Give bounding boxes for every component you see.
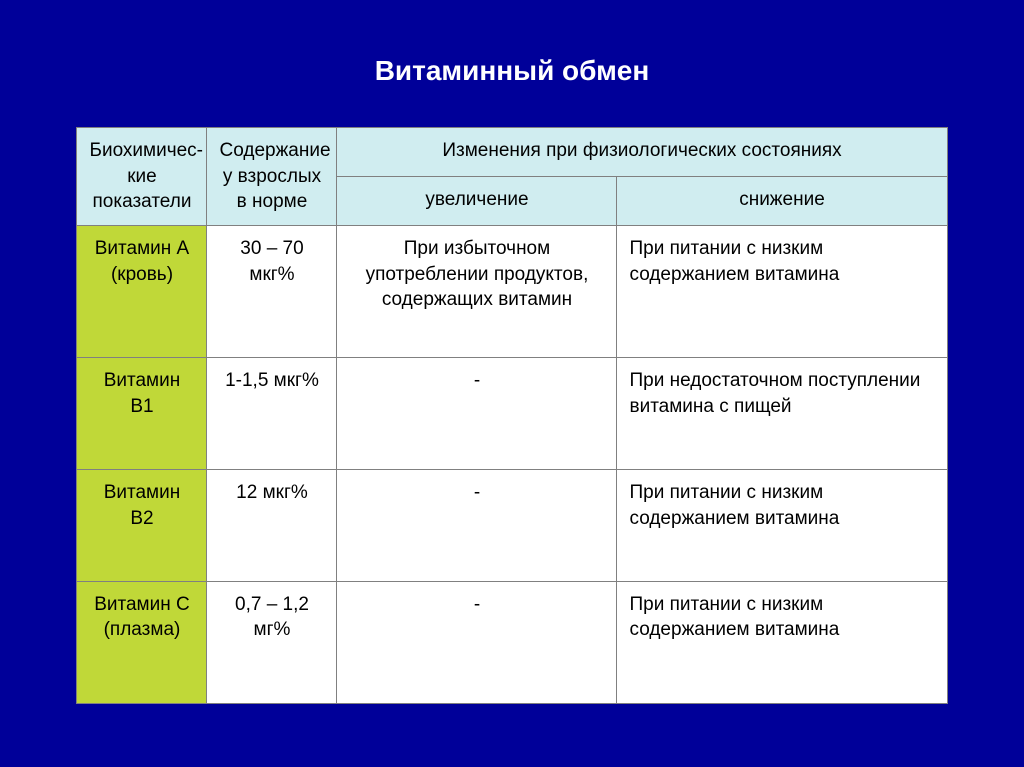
vitamins-table: Биохимичес-кие показатели Содержание у в… xyxy=(76,127,947,700)
table-row: Витамин В11-1,5 мкг%-При недостаточном п… xyxy=(77,357,947,469)
header-changes: Изменения при физиологических состояниях xyxy=(337,128,947,177)
header-norm: Содержание у взрослыхв норме xyxy=(207,128,337,226)
cell-param: Витамин С(плазма) xyxy=(77,581,207,703)
cell-inc: При избыточном употреблении продуктов,со… xyxy=(337,225,617,357)
table-header-row: Биохимичес-кие показатели Содержание у в… xyxy=(77,128,947,177)
cell-param: Витамин В1 xyxy=(77,357,207,469)
cell-inc: - xyxy=(337,469,617,581)
header-decrease: снижение xyxy=(617,176,947,225)
cell-dec: При недостаточном поступлении витамина с… xyxy=(617,357,947,469)
table-row: Витамин В212 мкг%-При питании с низким с… xyxy=(77,469,947,581)
cell-param: Витамин А(кровь) xyxy=(77,225,207,357)
table-row: Витамин С(плазма)0,7 – 1,2 мг%-При питан… xyxy=(77,581,947,703)
cell-norm: 0,7 – 1,2 мг% xyxy=(207,581,337,703)
cell-inc: - xyxy=(337,357,617,469)
header-increase: увеличение xyxy=(337,176,617,225)
table-row: Витамин А(кровь)30 – 70 мкг%При избыточн… xyxy=(77,225,947,357)
slide-title: Витаминный обмен xyxy=(375,55,650,87)
cell-dec: При питании с низким содержанием витамин… xyxy=(617,225,947,357)
cell-param: Витамин В2 xyxy=(77,469,207,581)
header-param: Биохимичес-кие показатели xyxy=(77,128,207,226)
cell-dec: При питании с низким содержанием витамин… xyxy=(617,581,947,703)
slide: Витаминный обмен Биохимичес-кие показате… xyxy=(0,0,1024,767)
cell-inc: - xyxy=(337,581,617,703)
cell-dec: При питании с низким содержанием витамин… xyxy=(617,469,947,581)
cell-norm: 30 – 70 мкг% xyxy=(207,225,337,357)
cell-norm: 1-1,5 мкг% xyxy=(207,357,337,469)
cell-norm: 12 мкг% xyxy=(207,469,337,581)
